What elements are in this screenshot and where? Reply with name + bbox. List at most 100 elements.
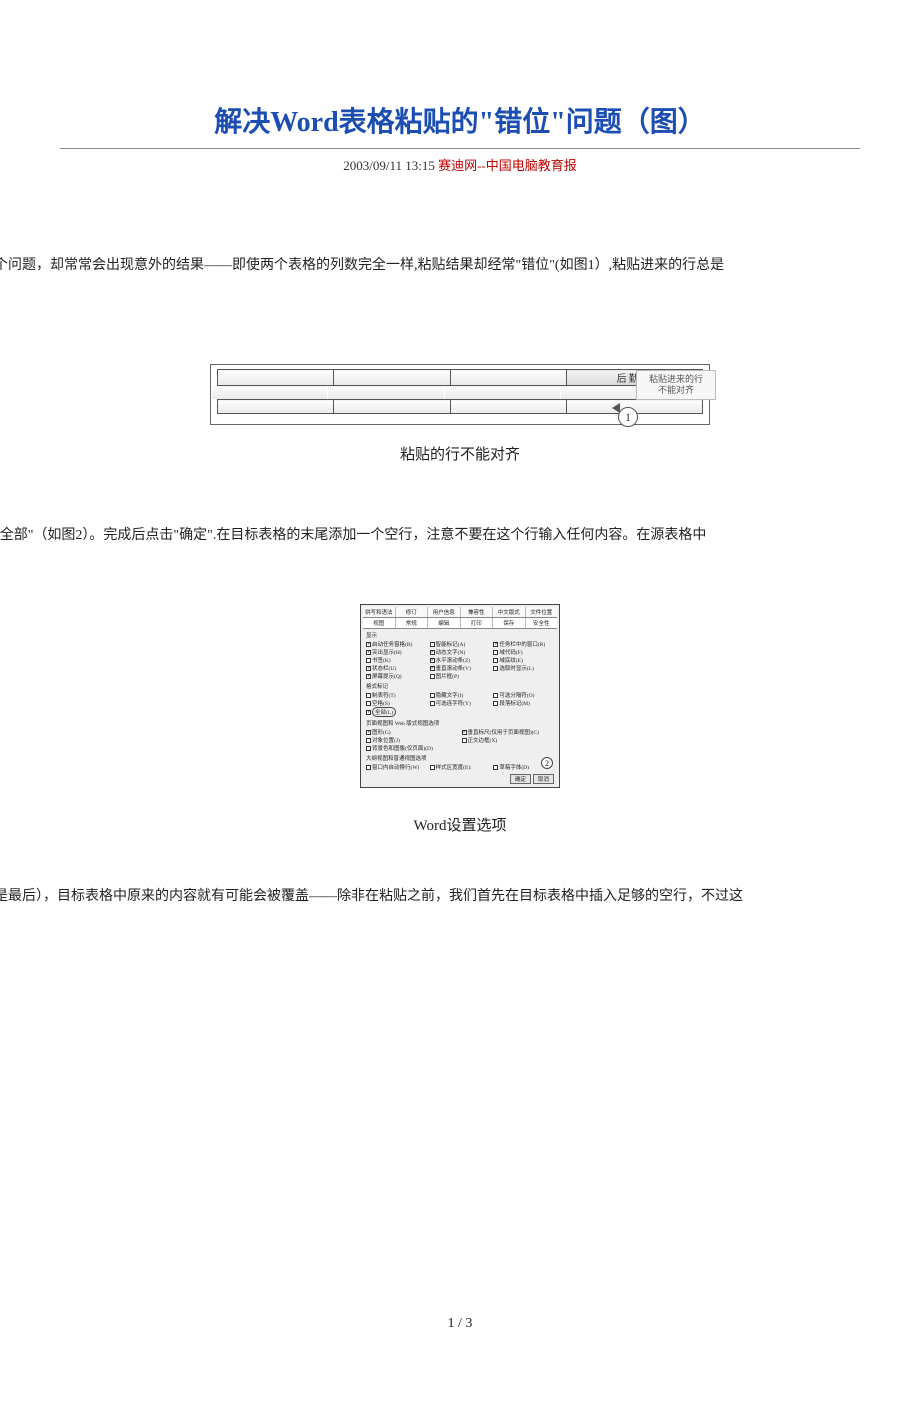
checkbox-option[interactable]: 域代码(F)	[493, 648, 554, 656]
dialog-tab[interactable]: 兼容性	[461, 607, 494, 617]
cancel-button[interactable]: 取消	[533, 774, 554, 784]
checkbox-label: 背景色和图像(仅页面)(D)	[372, 744, 433, 752]
checkbox-option[interactable]: 制表符(T)	[366, 691, 427, 699]
checkbox-label: 图形(G)	[372, 728, 391, 736]
section-title: 大纲视图和普通视图选项	[366, 754, 554, 762]
dialog-tab[interactable]: 中文版式	[493, 607, 526, 617]
section-title: 格式标记	[366, 682, 554, 690]
checkbox-icon	[493, 642, 498, 647]
checkbox-label: 域代码(F)	[499, 648, 522, 656]
meta-line: 2003/09/11 13:15 赛迪网--中国电脑教育报	[0, 155, 920, 174]
dialog-buttons: 确定 取消	[363, 774, 554, 784]
checkbox-label: 智能标记(A)	[436, 640, 466, 648]
checkbox-label: 选取时显示(L)	[499, 664, 534, 672]
title-underline	[60, 148, 860, 149]
figure-1-callout: 粘贴进来的行 不能对齐	[636, 370, 716, 400]
dialog-tab[interactable]: 用户信息	[428, 607, 461, 617]
checkbox-icon	[493, 666, 498, 671]
checkbox-option[interactable]: 书签(K)	[366, 656, 427, 664]
dialog-tab[interactable]: 打印	[461, 618, 494, 628]
callout-text: 不能对齐	[639, 385, 713, 396]
checkbox-option[interactable]: 窗口内自动换行(W)	[366, 763, 427, 771]
paragraph-3: 不是最后），目标表格中原来的内容就有可能会被覆盖——除非在粘贴之前，我们首先在目…	[0, 885, 920, 905]
checkbox-option[interactable]: 动态文字(N)	[430, 648, 491, 656]
checkbox-icon	[430, 650, 435, 655]
checkbox-label: 图片框(P)	[436, 672, 459, 680]
checkbox-option[interactable]: 选取时显示(L)	[493, 664, 554, 672]
dialog-section-show: 显示 启动任务窗格(R) 智能标记(A) 任务栏中的窗口(B) 突出显示(H)动态文字…	[366, 631, 554, 680]
checkbox-label: 垂直标尺(仅用于页面视图)(C)	[468, 728, 540, 736]
checkbox-option[interactable]: 正文边框(X)	[462, 736, 555, 744]
checkbox-option[interactable]: 智能标记(A)	[430, 640, 491, 648]
checkbox-label: 可选连字符(Y)	[436, 699, 471, 707]
checkbox-label: 样式区宽度(E):	[436, 763, 472, 771]
section-title: 页面视图和 Web 版式视图选项	[366, 719, 554, 727]
checkbox-option[interactable]: 空格(S)	[366, 699, 427, 707]
checkbox-option[interactable]: 垂直滚动条(V)	[430, 664, 491, 672]
checkbox-option[interactable]: 可选连字符(Y)	[430, 699, 491, 707]
checkbox-icon	[430, 765, 435, 770]
checkbox-icon	[462, 730, 467, 735]
checkbox-label: 窗口内自动换行(W)	[372, 763, 419, 771]
checkbox-option[interactable]: 任务栏中的窗口(B)	[493, 640, 554, 648]
ok-button[interactable]: 确定	[510, 774, 531, 784]
checkbox-option[interactable]: 图片框(P)	[430, 672, 491, 680]
checkbox-option[interactable]: 背景色和图像(仅页面)(D)	[366, 744, 459, 752]
checkbox-label: 状态栏(U)	[372, 664, 396, 672]
dialog-tab[interactable]: 保存	[493, 618, 526, 628]
section-title: 显示	[366, 631, 554, 639]
checkbox-option[interactable]: 对象位置(J)	[366, 736, 459, 744]
checkbox-icon	[430, 642, 435, 647]
checkbox-option[interactable]: 突出显示(H)	[366, 648, 427, 656]
checkbox-icon	[430, 666, 435, 671]
checkbox-option[interactable]: 水平滚动条(Z)	[430, 656, 491, 664]
checkbox-option[interactable]: 垂直标尺(仅用于页面视图)(C)	[462, 728, 555, 736]
figure-1-caption: 粘贴的行不能对齐	[0, 443, 920, 464]
table-row	[212, 386, 697, 400]
checkbox-label: 草稿字体(D)	[499, 763, 529, 771]
figure-2-number-badge: 2	[541, 757, 553, 769]
dialog-section-outline: 大纲视图和普通视图选项 窗口内自动换行(W) 样式区宽度(E): 草稿字体(D)	[366, 754, 554, 771]
checkbox-option[interactable]: 启动任务窗格(R)	[366, 640, 427, 648]
checkbox-label: 屏幕提示(Q)	[372, 672, 402, 680]
checkbox-label: 域底纹(E)	[499, 656, 523, 664]
checkbox-icon	[493, 765, 498, 770]
figure-1: 后勤部 粘贴进来的行 不能对齐 1	[210, 364, 710, 425]
checkbox-label: 垂直滚动条(V)	[436, 664, 471, 672]
figure-1-number-badge: 1	[618, 407, 638, 427]
dialog-tab[interactable]: 编辑	[428, 618, 461, 628]
dialog-tab[interactable]: 安全性	[526, 618, 558, 628]
dialog-tab[interactable]: 拼写和语法	[363, 607, 396, 617]
table-row: 后勤部	[218, 370, 703, 386]
checkbox-option[interactable]: 屏幕提示(Q)	[366, 672, 427, 680]
checkbox-icon	[366, 710, 371, 715]
checkbox-option[interactable]: 全部(L)	[366, 707, 427, 717]
checkbox-option[interactable]: 段落标记(M)	[493, 699, 554, 707]
checkbox-icon	[366, 650, 371, 655]
checkbox-icon	[366, 666, 371, 671]
dialog-tab[interactable]: 常规	[396, 618, 429, 628]
checkbox-option[interactable]: 域底纹(E)	[493, 656, 554, 664]
checkbox-icon	[430, 693, 435, 698]
checkbox-icon	[430, 674, 435, 679]
checkbox-option[interactable]: 样式区宽度(E):	[430, 763, 491, 771]
checkbox-icon	[366, 674, 371, 679]
checkbox-label: 空格(S)	[372, 699, 390, 707]
checkbox-icon	[366, 701, 371, 706]
checkbox-icon	[366, 746, 371, 751]
dialog-tab[interactable]: 视图	[363, 618, 396, 628]
checkbox-label: 水平滚动条(Z)	[436, 656, 471, 664]
checkbox-option[interactable]: 图形(G)	[366, 728, 459, 736]
dialog-section-marks: 格式标记 制表符(T)隐藏文字(I)可选分隔符(O) 空格(S) 可选连字符(Y) 段…	[366, 682, 554, 717]
checkbox-option[interactable]: 状态栏(U)	[366, 664, 427, 672]
figure-2-dialog: 拼写和语法 修订 用户信息 兼容性 中文版式 文件位置 视图 常规 编辑 打印 …	[360, 604, 560, 788]
dialog-tab[interactable]: 修订	[396, 607, 429, 617]
checkbox-icon	[493, 650, 498, 655]
checkbox-icon	[366, 730, 371, 735]
checkbox-option[interactable]: 可选分隔符(O)	[493, 691, 554, 699]
checkbox-icon	[430, 701, 435, 706]
checkbox-icon	[366, 765, 371, 770]
page-title: 解决Word表格粘贴的"错位"问题（图）	[0, 100, 920, 140]
checkbox-option[interactable]: 隐藏文字(I)	[430, 691, 491, 699]
dialog-tab[interactable]: 文件位置	[526, 607, 558, 617]
